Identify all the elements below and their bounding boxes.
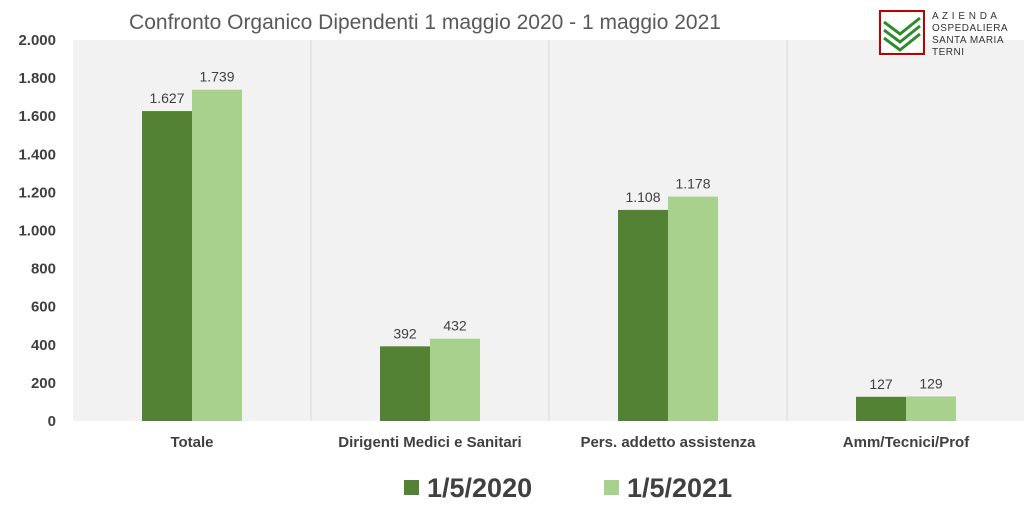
data-label: 392 bbox=[393, 325, 417, 341]
data-label: 1.108 bbox=[625, 189, 660, 205]
category-label: Dirigenti Medici e Sanitari bbox=[338, 434, 521, 451]
bar bbox=[906, 396, 956, 421]
y-tick-label: 2.000 bbox=[18, 32, 56, 49]
logo-line-3: SANTA MARIA bbox=[932, 35, 1004, 46]
bar bbox=[856, 396, 906, 421]
bar bbox=[618, 209, 668, 421]
y-tick-label: 1.200 bbox=[18, 184, 56, 201]
y-tick-label: 1.000 bbox=[18, 223, 56, 240]
bar bbox=[142, 111, 192, 421]
bar bbox=[668, 196, 718, 421]
category-separators bbox=[310, 40, 788, 421]
data-label: 1.178 bbox=[675, 176, 710, 192]
bars: 1.627 1.739 392 432 1.108 1.178 127 129 bbox=[142, 69, 956, 422]
y-tick-label: 1.800 bbox=[18, 70, 56, 87]
category-label: Pers. addetto assistenza bbox=[580, 434, 756, 451]
logo-line-2: OSPEDALIERA bbox=[932, 23, 1008, 34]
y-axis: 0 200 400 600 800 1.000 1.200 1.400 1.600 1.800 2.… bbox=[18, 32, 56, 430]
data-label: 129 bbox=[919, 375, 943, 391]
chart-title: Confronto Organico Dipendenti 1 maggio 2… bbox=[129, 11, 721, 34]
bar bbox=[430, 338, 480, 421]
category-label: Totale bbox=[170, 434, 213, 451]
bar bbox=[380, 346, 430, 421]
y-tick-label: 800 bbox=[31, 261, 56, 278]
y-tick-label: 200 bbox=[31, 375, 56, 392]
legend-label: 1/5/2020 bbox=[427, 473, 532, 503]
data-label: 432 bbox=[443, 318, 467, 334]
legend-swatch bbox=[404, 480, 419, 495]
logo-line-1: A Z I E N D A bbox=[932, 11, 997, 22]
y-tick-label: 400 bbox=[31, 337, 56, 354]
y-tick-label: 0 bbox=[48, 413, 56, 430]
legend: 1/5/2020 1/5/2021 bbox=[404, 473, 732, 503]
data-label: 1.627 bbox=[149, 90, 184, 106]
data-label: 1.739 bbox=[199, 69, 234, 85]
logo-line-4: TERNI bbox=[932, 47, 965, 58]
data-label: 127 bbox=[869, 376, 893, 392]
legend-swatch bbox=[604, 480, 619, 495]
y-tick-label: 1.400 bbox=[18, 146, 56, 163]
x-axis: Totale Dirigenti Medici e Sanitari Pers. a… bbox=[170, 434, 970, 451]
bar bbox=[192, 89, 242, 422]
category-label: Amm/Tecnici/Prof bbox=[843, 434, 970, 451]
logo-mark-stripes bbox=[883, 16, 921, 52]
legend-label: 1/5/2021 bbox=[627, 473, 732, 503]
y-tick-label: 1.600 bbox=[18, 108, 56, 125]
hospital-logo: A Z I E N D A OSPEDALIERA SANTA MARIA TE… bbox=[879, 10, 1008, 58]
y-tick-label: 600 bbox=[31, 299, 56, 316]
